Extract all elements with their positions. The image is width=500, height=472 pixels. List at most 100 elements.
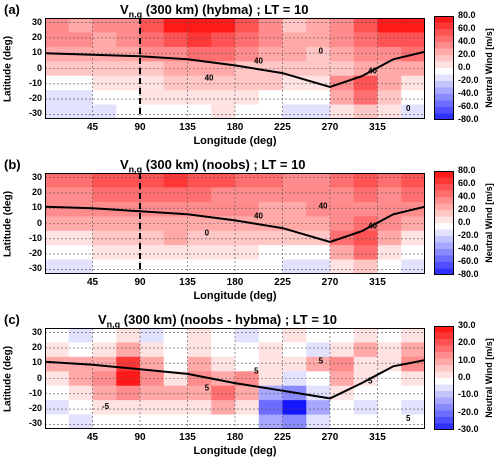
heat-cell: [330, 245, 355, 261]
colorbar-label: Neutral Wind [m/s]: [484, 183, 494, 263]
y-tick-label: 20: [31, 31, 42, 42]
heat-cell: [163, 216, 188, 232]
y-axis-label-wrap: Latitude (deg): [0, 173, 16, 274]
colorbar: [434, 171, 454, 276]
colorbar-swatch: [434, 87, 454, 95]
title-main: V: [120, 157, 129, 172]
colorbar-swatch: [434, 48, 454, 56]
contour-label: 40: [368, 67, 377, 76]
heat-cell: [377, 356, 402, 372]
heat-cell: [45, 245, 70, 261]
heat-cell: [235, 90, 260, 106]
heat-cell: [45, 32, 70, 48]
heat-cell: [306, 104, 331, 119]
heat-cell: [377, 328, 402, 343]
heat-cell: [163, 230, 188, 246]
heat-cell: [140, 75, 165, 91]
magnetic-equator-line: [45, 205, 425, 243]
heat-cell: [282, 356, 307, 372]
heat-cell: [45, 201, 70, 217]
colorbar-tick-label: 20.0: [458, 337, 476, 348]
heat-cell: [92, 187, 117, 203]
colorbar-tick-label: 0.0: [458, 217, 471, 227]
y-tick-label: 30: [31, 16, 42, 27]
heat-cell: [258, 245, 283, 261]
heat-cell: [187, 61, 212, 77]
heat-cell: [163, 259, 188, 274]
y-tick-label: 20: [31, 341, 42, 352]
colorbar-tick-label: -20.0: [458, 75, 479, 85]
heat-cell: [68, 90, 93, 106]
heat-cell: [330, 104, 355, 119]
heat-cell: [140, 259, 165, 274]
chart-panel-2: (b) Vn,q (300 km) (noobs) ; LT = 10 Latitu…: [0, 155, 500, 310]
heat-cell: [163, 245, 188, 261]
y-tick-label: -30: [28, 418, 42, 429]
heat-cell: [140, 187, 165, 203]
heat-cell: [282, 230, 307, 246]
heat-cell: [116, 414, 141, 429]
colorbar-swatch: [434, 55, 454, 62]
heat-cell: [211, 75, 236, 91]
x-tick-label: 315: [369, 277, 386, 288]
y-axis-label: Latitude (deg): [2, 35, 14, 102]
heat-cell: [140, 342, 165, 358]
y-tick-label: 10: [31, 357, 42, 368]
panel-label: (b): [4, 157, 21, 172]
heat-cell: [235, 400, 260, 416]
heat-cell: [330, 46, 355, 62]
colorbar-tick-label: 0.0: [458, 62, 471, 72]
heat-cell: [258, 18, 283, 33]
colorbar-tick-label: 0.0: [458, 372, 471, 382]
colorbar-frame: [434, 171, 454, 275]
heat-cell: [377, 342, 402, 358]
colorbar-svg: [434, 171, 454, 276]
contour-label: 5: [254, 366, 259, 375]
colorbar-swatch: [434, 352, 454, 359]
y-axis-label-wrap: Latitude (deg): [0, 18, 16, 119]
colorbar-swatch: [434, 184, 454, 191]
contour-label: 5: [319, 356, 324, 365]
heat-cell: [211, 385, 236, 401]
x-tick-label: 270: [321, 432, 339, 443]
heat-cell: [377, 259, 402, 274]
heat-cell: [116, 187, 141, 203]
heat-cell: [330, 328, 355, 343]
heat-cell: [92, 230, 117, 246]
heat-cell: [377, 414, 402, 429]
heat-cell: [140, 414, 165, 429]
heat-cell: [211, 230, 236, 246]
heat-cell: [140, 328, 165, 343]
heat-cell: [140, 90, 165, 106]
y-tick-label: -20: [28, 248, 42, 259]
heat-cell: [187, 400, 212, 416]
heat-cell: [140, 173, 165, 188]
heat-cell: [92, 385, 117, 401]
colorbar-svg: [434, 16, 454, 121]
heat-cell: [187, 90, 212, 106]
colorbar-swatch: [434, 107, 454, 114]
plot-area: 5 5 5 5 5 -5: [45, 328, 425, 429]
heat-cell: [401, 259, 425, 274]
heat-cell: [235, 18, 260, 33]
heat-cell: [116, 104, 141, 119]
heat-cell: [330, 400, 355, 416]
colorbar: [434, 16, 454, 121]
heat-cell: [282, 342, 307, 358]
heat-cell: [68, 245, 93, 261]
colorbar-tick-label: -40.0: [458, 243, 479, 253]
heat-cell: [68, 371, 93, 387]
heat-cell: [377, 32, 402, 48]
heat-cell: [116, 90, 141, 106]
colorbar-swatch: [434, 236, 454, 243]
heat-cell: [92, 75, 117, 91]
heat-cell: [187, 259, 212, 274]
x-tick-label: 45: [86, 432, 99, 443]
y-tick-label: -10: [28, 232, 42, 243]
title-rest: (300 km) (hybma) ; LT = 10: [142, 2, 309, 17]
heat-cell: [45, 400, 70, 416]
heat-cell: [68, 187, 93, 203]
x-tick-label: 90: [134, 122, 146, 133]
heat-cell: [92, 400, 117, 416]
panel-title: Vn,q (300 km) (noobs) ; LT = 10: [120, 157, 306, 175]
